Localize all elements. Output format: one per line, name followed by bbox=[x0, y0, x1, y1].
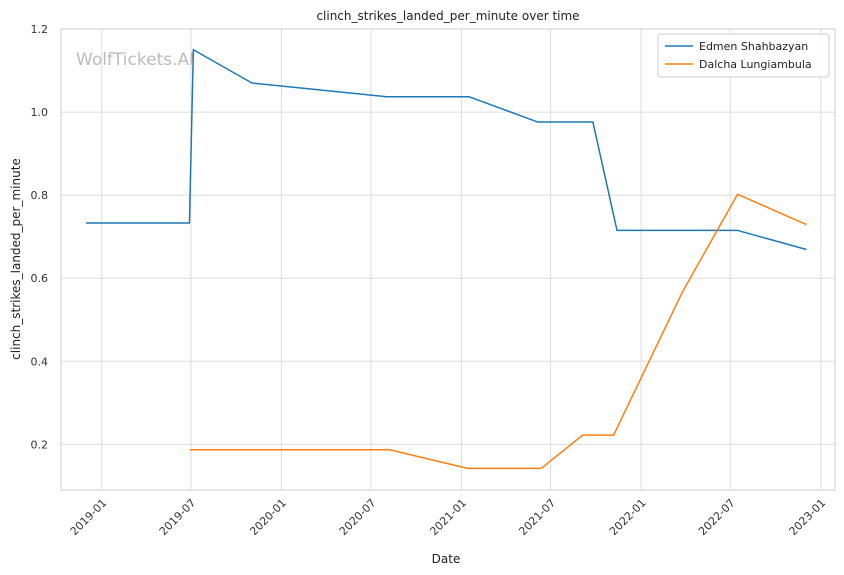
x-axis-title: Date bbox=[432, 552, 461, 566]
legend: Edmen Shahbazyan Dalcha Lungiambula bbox=[657, 33, 830, 78]
series-line-dalcha-lungiambula bbox=[189, 193, 807, 470]
y-axis-title: clinch_strikes_landed_per_minute bbox=[9, 158, 23, 360]
legend-label-edmen-shahbazyan: Edmen Shahbazyan bbox=[699, 40, 808, 53]
y-tick-label: 1.2 bbox=[31, 23, 49, 36]
legend-label-dalcha-lungiambula: Dalcha Lungiambula bbox=[699, 58, 812, 71]
y-tick-label: 0.6 bbox=[31, 272, 49, 285]
chart-title: clinch_strikes_landed_per_minute over ti… bbox=[316, 9, 579, 23]
y-tick-label: 0.4 bbox=[31, 355, 49, 368]
y-tick-label: 0.2 bbox=[31, 438, 49, 451]
series-layer bbox=[86, 49, 807, 470]
series-line-edmen-shahbazyan bbox=[86, 49, 807, 251]
plot-border bbox=[60, 28, 836, 491]
legend-box bbox=[657, 33, 830, 78]
y-axis-ticks: 0.2 0.4 0.6 0.8 1.0 1.2 bbox=[31, 23, 49, 451]
watermark: WolfTickets.AI bbox=[76, 50, 194, 70]
y-tick-label: 1.0 bbox=[31, 106, 49, 119]
y-tick-label: 0.8 bbox=[31, 189, 49, 202]
plot-area bbox=[61, 29, 835, 490]
